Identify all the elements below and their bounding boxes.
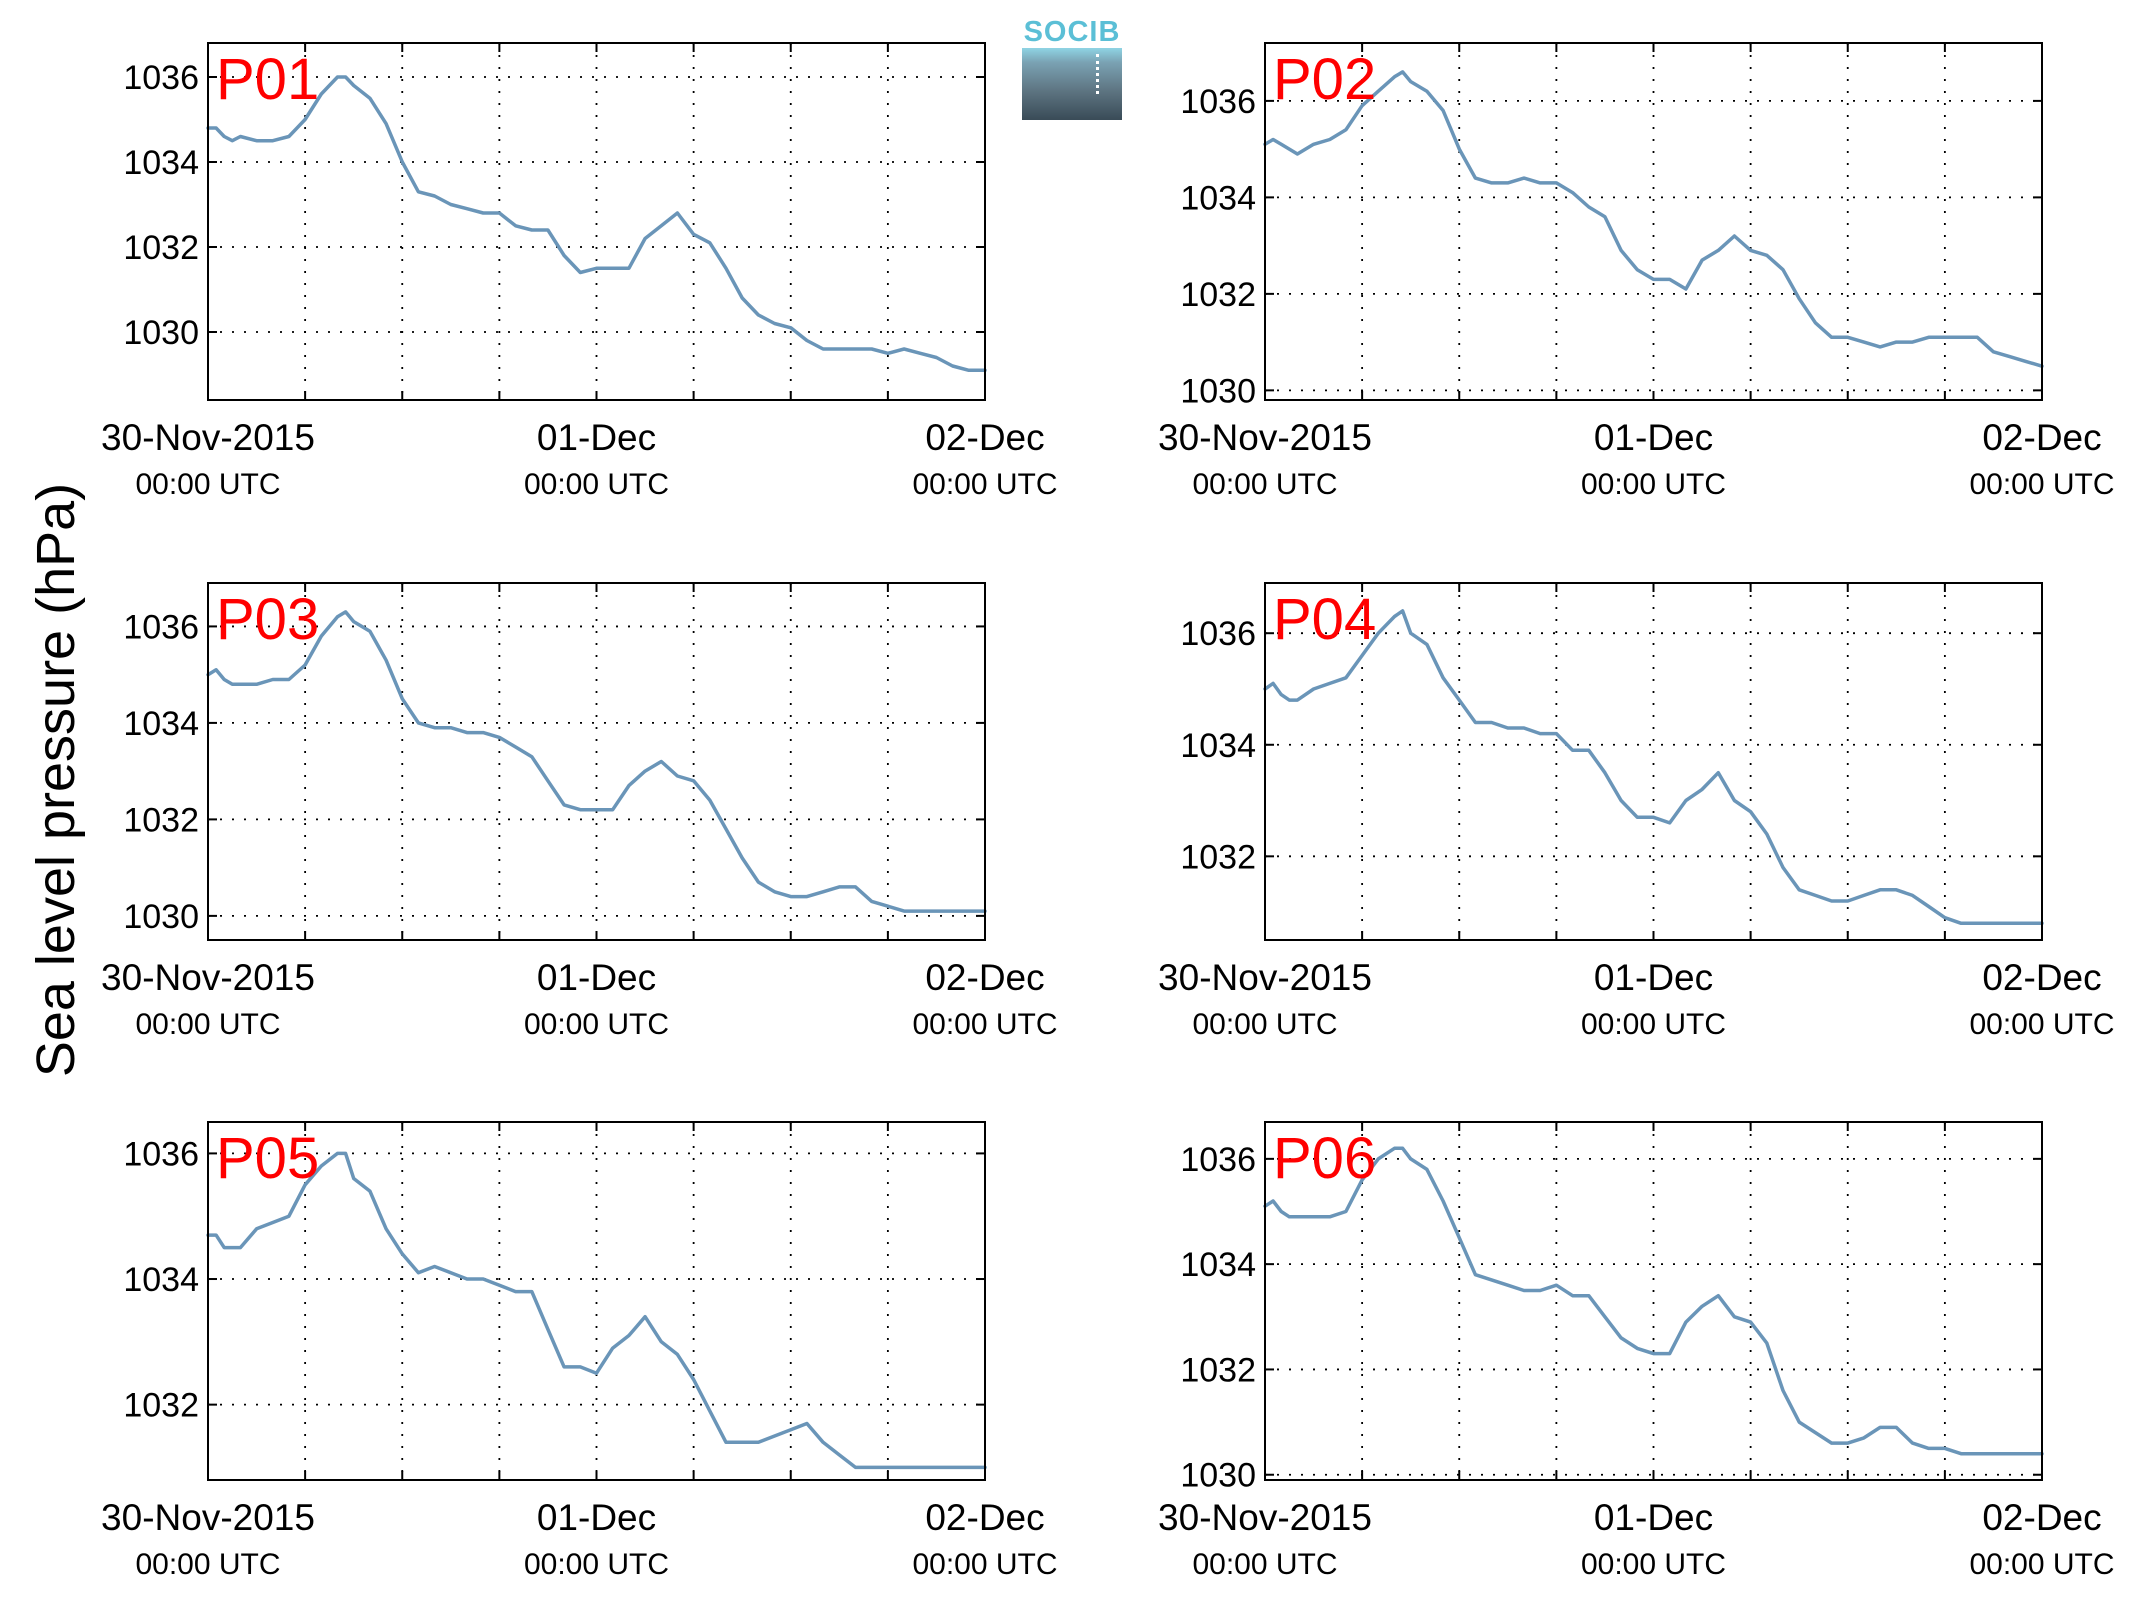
y-tick-label: 1034 [123, 705, 199, 743]
y-axis-label: Sea level pressure (hPa) [26, 482, 86, 1078]
x-tick-sublabel: 00:00 UTC [524, 1548, 669, 1581]
socib-logo: SOCIB [1022, 16, 1122, 120]
x-tick-sublabel: 00:00 UTC [135, 468, 280, 501]
y-tick-label: 1036 [1180, 83, 1256, 121]
y-tick-label: 1032 [1180, 838, 1256, 876]
x-tick-label: 02-Dec [1982, 957, 2101, 998]
x-tick-label: 01-Dec [537, 1497, 656, 1538]
panel-label: P04 [1273, 587, 1376, 652]
x-tick-label: 01-Dec [1594, 957, 1713, 998]
x-tick-sublabel: 00:00 UTC [1581, 1008, 1726, 1041]
y-tick-label: 1036 [1180, 615, 1256, 653]
x-tick-label: 30-Nov-2015 [1158, 1497, 1372, 1538]
logo-mark [1022, 48, 1122, 120]
y-tick-label: 1032 [1180, 1351, 1256, 1389]
x-tick-sublabel: 00:00 UTC [135, 1008, 280, 1041]
y-tick-label: 1032 [123, 229, 199, 267]
y-tick-label: 1036 [123, 1135, 199, 1173]
plot-frame [1264, 582, 2043, 941]
x-tick-sublabel: 00:00 UTC [524, 468, 669, 501]
x-tick-label: 30-Nov-2015 [101, 417, 315, 458]
panel-label: P02 [1273, 47, 1376, 112]
plot-frame [1264, 1121, 2043, 1481]
panel-p01: 1030 1032 1034 1036 30-Nov-2015 00:00 UTC 01-D… [101, 42, 1058, 501]
y-tick-label: 1034 [1180, 727, 1256, 765]
x-tick-sublabel: 00:00 UTC [1969, 468, 2114, 501]
panel-p05: 1032 1034 1036 30-Nov-2015 00:00 UTC 01-Dec 00… [101, 1121, 1058, 1581]
x-tick-label: 01-Dec [1594, 417, 1713, 458]
y-tick-label: 1032 [123, 801, 199, 839]
y-tick-label: 1032 [123, 1387, 199, 1425]
series-line [206, 1151, 987, 1470]
x-tick-sublabel: 00:00 UTC [135, 1548, 280, 1581]
x-tick-sublabel: 00:00 UTC [912, 468, 1057, 501]
x-tick-sublabel: 00:00 UTC [912, 1548, 1057, 1581]
x-tick-label: 01-Dec [537, 417, 656, 458]
x-tick-sublabel: 00:00 UTC [1192, 1008, 1337, 1041]
series-line [206, 610, 987, 913]
x-tick-label: 01-Dec [537, 957, 656, 998]
panel-label: P05 [216, 1126, 319, 1191]
x-tick-sublabel: 00:00 UTC [1969, 1548, 2114, 1581]
panel-p02: 1030 1032 1034 1036 30-Nov-2015 00:00 UTC 01-D… [1158, 42, 2115, 501]
x-tick-sublabel: 00:00 UTC [912, 1008, 1057, 1041]
logo-text: SOCIB [1023, 16, 1121, 48]
x-tick-label: 02-Dec [1982, 417, 2101, 458]
logo-mast [1096, 54, 1099, 94]
x-tick-sublabel: 00:00 UTC [1581, 1548, 1726, 1581]
y-tick-label: 1034 [1180, 1246, 1256, 1284]
y-tick-label: 1036 [123, 608, 199, 646]
panel-label: P06 [1273, 1126, 1376, 1191]
y-tick-label: 1030 [1180, 1457, 1256, 1495]
x-tick-label: 02-Dec [925, 1497, 1044, 1538]
x-tick-label: 30-Nov-2015 [101, 1497, 315, 1538]
x-tick-label: 02-Dec [925, 957, 1044, 998]
y-tick-label: 1036 [1180, 1141, 1256, 1179]
plot-frame [207, 1121, 986, 1481]
y-tick-label: 1030 [123, 898, 199, 936]
y-tick-label: 1036 [123, 59, 199, 97]
plot-frame [207, 582, 986, 941]
x-tick-sublabel: 00:00 UTC [1192, 1548, 1337, 1581]
y-tick-label: 1034 [123, 1261, 199, 1299]
panel-label: P01 [216, 47, 319, 112]
plot-frame [207, 42, 986, 401]
x-tick-label: 01-Dec [1594, 1497, 1713, 1538]
y-tick-label: 1030 [1180, 372, 1256, 410]
x-tick-label: 30-Nov-2015 [1158, 957, 1372, 998]
x-tick-sublabel: 00:00 UTC [1581, 468, 1726, 501]
plot-frame [1264, 42, 2043, 401]
x-tick-sublabel: 00:00 UTC [524, 1008, 669, 1041]
x-tick-sublabel: 00:00 UTC [1969, 1008, 2114, 1041]
series-line [1263, 1146, 2044, 1456]
panel-label: P03 [216, 587, 319, 652]
panel-p03: 1030 1032 1034 1036 30-Nov-2015 00:00 UTC 01-D… [101, 582, 1058, 1041]
y-tick-label: 1032 [1180, 276, 1256, 314]
x-tick-sublabel: 00:00 UTC [1192, 468, 1337, 501]
x-tick-label: 30-Nov-2015 [1158, 417, 1372, 458]
x-tick-label: 30-Nov-2015 [101, 957, 315, 998]
series-line [1263, 609, 2044, 926]
y-tick-label: 1034 [1180, 179, 1256, 217]
series-line [1263, 70, 2044, 368]
x-tick-label: 02-Dec [1982, 1497, 2101, 1538]
panel-p04: 1032 1034 1036 30-Nov-2015 00:00 UTC 01-Dec 00… [1158, 582, 2115, 1041]
panel-p06: 1030 1032 1034 1036 30-Nov-2015 00:00 UTC 01-D… [1158, 1121, 2115, 1581]
series-line [206, 75, 987, 373]
y-tick-label: 1030 [123, 314, 199, 352]
x-tick-label: 02-Dec [925, 417, 1044, 458]
y-tick-label: 1034 [123, 144, 199, 182]
